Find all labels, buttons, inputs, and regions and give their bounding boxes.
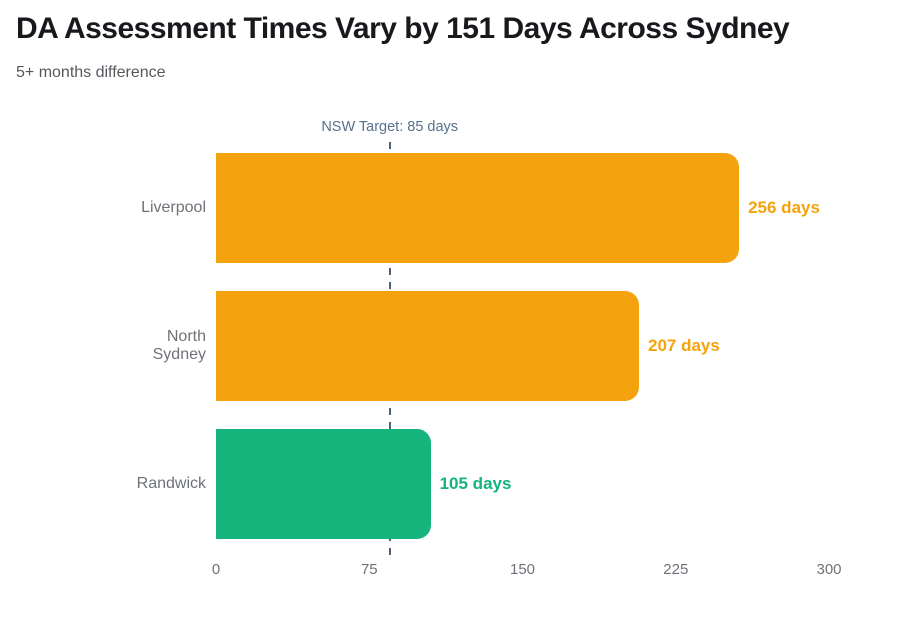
- value-label: 105 days: [439, 474, 512, 493]
- category-label: Randwick: [60, 475, 206, 493]
- value-label: 256 days: [748, 198, 820, 217]
- category-label-line: Sydney: [152, 346, 206, 363]
- value-label: 207 days: [648, 336, 720, 355]
- bar-north-sydney: [216, 291, 639, 401]
- category-label-line: Randwick: [136, 475, 206, 492]
- bar-randwick: [216, 429, 431, 539]
- bar-liverpool: [216, 153, 740, 263]
- target-line-label: NSW Target: 85 days: [321, 119, 459, 135]
- category-label: North Sydney: [60, 328, 206, 364]
- x-tick-label: 0: [211, 561, 221, 578]
- category-label: Liverpool: [60, 199, 206, 217]
- chart-title: DA Assessment Times Vary by 151 Days Acr…: [16, 12, 790, 45]
- category-label-line: North: [166, 328, 206, 345]
- x-tick-label: 225: [663, 561, 689, 578]
- category-label-line: Liverpool: [141, 199, 206, 216]
- x-tick-label: 150: [509, 561, 536, 578]
- chart-subtitle: 5+ months difference: [16, 64, 166, 81]
- x-tick-label: 75: [360, 561, 378, 578]
- x-tick-label: 300: [816, 561, 842, 578]
